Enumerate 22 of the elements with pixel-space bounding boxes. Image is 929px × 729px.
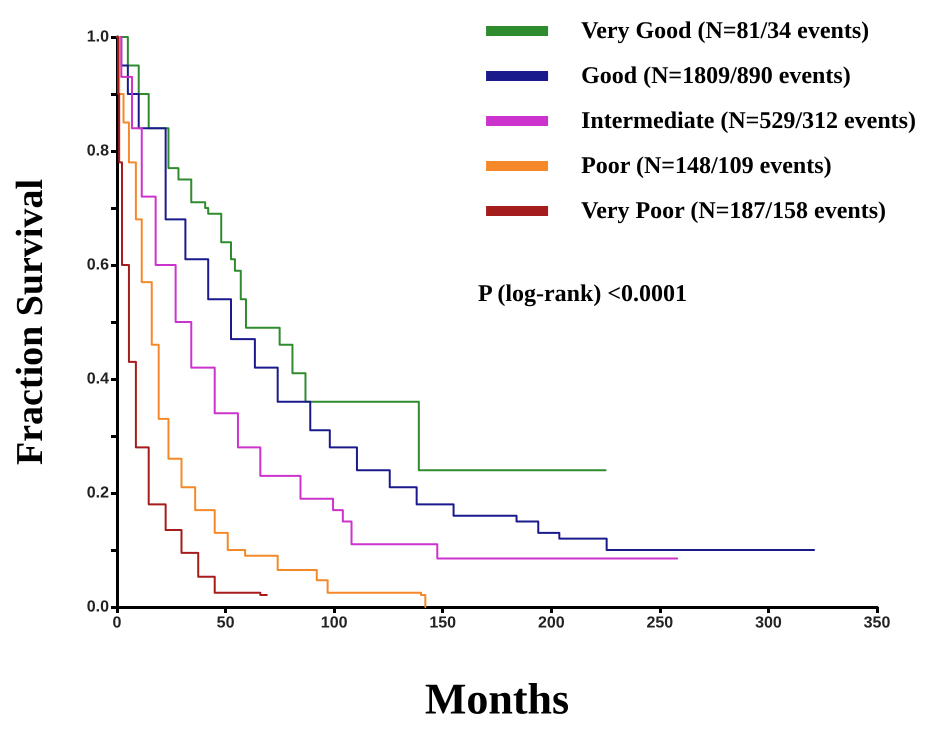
x-axis-title: Months	[424, 674, 570, 724]
y-tick-label: 0.6	[86, 256, 110, 274]
x-tick-label: 0	[112, 614, 122, 632]
y-axis-title: Fraction Survival	[9, 178, 51, 466]
y-tick-label: 0.0	[86, 598, 110, 616]
x-tick-label: 50	[216, 614, 235, 632]
legend-label: Intermediate (N=529/312 events)	[581, 108, 916, 134]
x-tick-label: 150	[429, 614, 456, 632]
x-tick-label: 250	[646, 614, 674, 632]
x-tick-label: 200	[538, 614, 565, 632]
y-tick-label: 0.4	[86, 370, 110, 388]
x-tick-label: 100	[320, 614, 348, 632]
y-tick-label: 0.8	[86, 142, 110, 160]
annotation: P (log-rank) <0.0001	[478, 281, 688, 307]
legend-label: Good (N=1809/890 events)	[581, 63, 851, 89]
legend-label: Very Good (N=81/34 events)	[581, 18, 870, 44]
x-tick-label: 350	[864, 614, 890, 632]
y-tick-label: 1.0	[86, 28, 110, 46]
legend-label: Very Poor (N=187/158 events)	[581, 198, 886, 224]
x-tick-label: 300	[755, 614, 782, 632]
y-tick-label: 0.2	[86, 484, 110, 502]
legend-label: Poor (N=148/109 events)	[581, 153, 832, 179]
